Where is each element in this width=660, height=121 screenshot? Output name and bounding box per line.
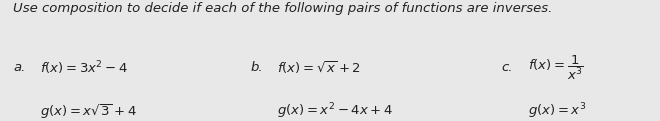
Text: $f(x) = 3x^2 - 4$: $f(x) = 3x^2 - 4$ <box>40 59 127 77</box>
Text: $f(x) = \dfrac{1}{x^3}$: $f(x) = \dfrac{1}{x^3}$ <box>528 54 584 82</box>
Text: $g(x) = x^3$: $g(x) = x^3$ <box>528 102 586 121</box>
Text: $f(x) = \sqrt{x} + 2$: $f(x) = \sqrt{x} + 2$ <box>277 59 361 76</box>
Text: $g(x) = x^2 - 4x + 4$: $g(x) = x^2 - 4x + 4$ <box>277 102 393 121</box>
Text: $g(x) = x\sqrt{3} + 4$: $g(x) = x\sqrt{3} + 4$ <box>40 102 137 121</box>
Text: c.: c. <box>502 61 513 74</box>
Text: a.: a. <box>13 61 26 74</box>
Text: b.: b. <box>251 61 263 74</box>
Text: Use composition to decide if each of the following pairs of functions are invers: Use composition to decide if each of the… <box>13 2 552 15</box>
